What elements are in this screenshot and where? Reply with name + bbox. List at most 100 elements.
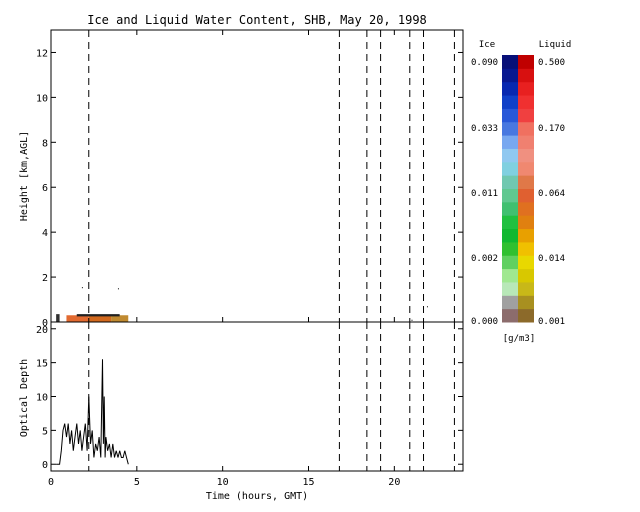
colorbar-liquid-swatch	[518, 228, 534, 243]
colorbar-ice-ticks: 0.090 0.033 0.011 0.002 0.000	[471, 58, 498, 327]
optical-depth-axis-ticks: 0 5 10 15 20	[36, 325, 463, 471]
time-axis-label: Time (hours, GMT)	[206, 491, 308, 502]
colorbar-liquid-swatch	[518, 255, 534, 270]
height-axis-ticks: 0 2 4 6 8 10 12	[36, 48, 463, 329]
height-axis-label: Height [km,AGL]	[19, 131, 30, 221]
colorbar-ice-label: Ice	[479, 40, 495, 50]
optical-depth-frame	[50, 321, 464, 472]
colorbar-ice-scale	[502, 55, 518, 323]
colorbar-units: [g/m3]	[503, 334, 536, 344]
colorbar-ice-tick-label: 0.011	[471, 189, 498, 199]
colorbar-liquid-swatch	[518, 148, 534, 163]
height-tick-label: 0	[42, 318, 48, 329]
optical-depth-panel: 0 5 10 15 20 0 5 10 15 20 Optical Depth Time (ho…	[19, 321, 464, 502]
colorbar-ice-swatch	[502, 81, 518, 96]
cloud-cell	[88, 315, 112, 322]
colorbar-liquid-ticks: 0.500 0.170 0.064 0.014 0.001	[538, 58, 565, 327]
colorbar-liquid-swatch	[518, 108, 534, 123]
colorbar-liquid-swatch	[518, 95, 534, 109]
cloud-speck	[426, 306, 428, 308]
colorbar-ice-swatch	[502, 55, 518, 69]
time-tick-label: 20	[388, 477, 400, 488]
height-tick-label: 4	[42, 228, 48, 239]
time-tick-label: 10	[217, 477, 229, 488]
colorbar-ice-swatch	[502, 241, 518, 256]
colorbar-ice-swatch	[502, 95, 518, 109]
cloud-cell	[66, 315, 89, 322]
colorbar-liquid-swatch	[518, 308, 534, 323]
colorbar-ice-swatch	[502, 161, 518, 176]
colorbar-ice-tick-label: 0.033	[471, 124, 498, 134]
colorbar-ice-swatch	[502, 148, 518, 163]
cloud-cells	[56, 287, 428, 322]
colorbar-liquid-swatch	[518, 68, 534, 83]
water-content-panel: 0 2 4 6 8 10 12 Height [km,AGL]	[19, 29, 464, 329]
colorbar-ice-tick-label: 0.002	[471, 254, 498, 264]
colorbar-liquid-swatch	[518, 201, 534, 216]
colorbar-liquid-swatch	[518, 135, 534, 149]
time-tick-label: 15	[302, 477, 314, 488]
optical-depth-tick-label: 15	[36, 359, 48, 370]
height-tick-label: 6	[42, 183, 48, 194]
colorbar-ice-swatch	[502, 175, 518, 189]
colorbar-liquid-tick-label: 0.014	[538, 254, 565, 264]
event-lines-top	[88, 30, 455, 322]
colorbar-ice-swatch	[502, 68, 518, 83]
height-tick-label: 8	[42, 138, 48, 149]
colorbar-ice-swatch	[502, 281, 518, 296]
colorbar-liquid-swatch	[518, 268, 534, 283]
colorbar-liquid-swatch	[518, 241, 534, 256]
colorbar-ice-swatch	[502, 121, 518, 136]
colorbar-liquid-swatch	[518, 175, 534, 189]
colorbar-liquid-tick-label: 0.001	[538, 317, 565, 327]
colorbar-ice-swatch	[502, 295, 518, 310]
event-lines-bottom	[88, 322, 455, 471]
colorbar-liquid-swatch	[518, 281, 534, 296]
colorbar-ice-swatch	[502, 188, 518, 203]
colorbar-liquid-swatch	[518, 81, 534, 96]
water-content-frame	[50, 29, 464, 323]
optical-depth-series	[56, 359, 129, 465]
colorbar-ice-tick-label: 0.090	[471, 58, 498, 68]
colorbar: Ice Liquid 0.090 0.033 0.011 0.002 0.000 0.5…	[471, 40, 571, 344]
colorbar-ice-tick-label: 0.000	[471, 317, 498, 327]
colorbar-ice-swatch	[502, 268, 518, 283]
cloud-speck	[411, 319, 413, 321]
optical-depth-tick-label: 20	[36, 325, 48, 336]
cloud-speck	[117, 288, 119, 290]
optical-depth-tick-label: 5	[42, 426, 48, 437]
colorbar-liquid-tick-label: 0.500	[538, 58, 565, 68]
time-tick-label: 5	[134, 477, 140, 488]
colorbar-liquid-swatch	[518, 215, 534, 230]
colorbar-ice-swatch	[502, 228, 518, 243]
colorbar-liquid-swatch	[518, 188, 534, 203]
optical-depth-tick-label: 10	[36, 393, 48, 404]
colorbar-liquid-label: Liquid	[539, 40, 572, 50]
colorbar-liquid-swatch	[518, 55, 534, 69]
cloud-speck	[81, 287, 83, 289]
colorbar-ice-swatch	[502, 308, 518, 323]
time-tick-label: 0	[48, 477, 54, 488]
colorbar-ice-swatch	[502, 108, 518, 123]
top-panel-x-ticks	[50, 30, 395, 322]
colorbar-liquid-swatch	[518, 121, 534, 136]
colorbar-liquid-swatch	[518, 295, 534, 310]
optical-depth-tick-label: 0	[42, 460, 48, 471]
colorbar-liquid-tick-label: 0.170	[538, 124, 565, 134]
cloud-cell	[56, 314, 60, 322]
colorbar-ice-swatch	[502, 135, 518, 149]
optical-depth-axis-label: Optical Depth	[19, 359, 30, 437]
height-tick-label: 2	[42, 273, 48, 284]
time-axis-ticks: 0 5 10 15 20	[48, 466, 400, 488]
chart-title: Ice and Liquid Water Content, SHB, May 2…	[87, 13, 427, 27]
cloud-cell	[111, 315, 129, 322]
colorbar-ice-swatch	[502, 255, 518, 270]
cloud-cell	[76, 314, 120, 317]
colorbar-liquid-tick-label: 0.064	[538, 189, 565, 199]
colorbar-liquid-swatch	[518, 161, 534, 176]
colorbar-ice-swatch	[502, 201, 518, 216]
height-tick-label: 10	[36, 93, 48, 104]
height-tick-label: 12	[36, 48, 48, 59]
colorbar-liquid-scale	[518, 55, 534, 323]
